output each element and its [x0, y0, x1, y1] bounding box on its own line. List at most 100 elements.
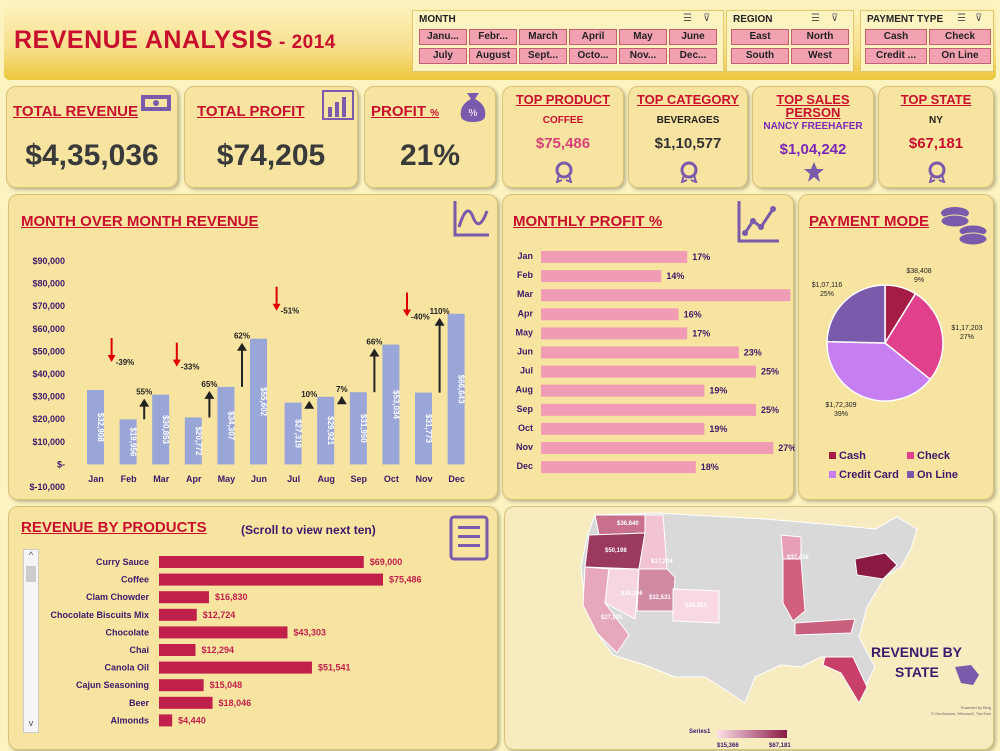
page-title: REVENUE ANALYSIS - 2014 [14, 26, 336, 54]
revenue-bar[interactable] [382, 344, 400, 465]
revenue-bar[interactable] [447, 313, 465, 465]
revenue-bar[interactable] [349, 392, 367, 465]
multi-select-icon[interactable]: ☰ [683, 13, 692, 24]
pie-slice[interactable] [826, 284, 886, 344]
profit-data-label: 23% [744, 348, 762, 358]
payment-chip[interactable]: Check [929, 29, 991, 45]
month-chip[interactable]: May [619, 29, 667, 45]
profit-bar[interactable] [541, 422, 705, 435]
profit-bar[interactable] [541, 365, 756, 378]
profit-bar[interactable] [541, 327, 688, 340]
payment-chip[interactable]: Credit ... [865, 48, 927, 64]
payment-chip[interactable]: Cash [865, 29, 927, 45]
month-chip[interactable]: Nov... [619, 48, 667, 64]
month-chip[interactable]: June [669, 29, 717, 45]
region-slicer: REGION ☰ ⊽ East North South West [726, 10, 854, 72]
clear-filter-icon[interactable]: ⊽ [975, 13, 983, 24]
scroll-thumb[interactable] [26, 566, 36, 582]
profit-bar[interactable] [541, 251, 688, 263]
product-bar[interactable] [159, 679, 204, 692]
clear-filter-icon[interactable]: ⊽ [703, 13, 711, 24]
region-chip[interactable]: West [791, 48, 849, 64]
revenue-bar[interactable] [87, 390, 104, 465]
profit-bar[interactable] [541, 442, 774, 454]
revenue-bar[interactable] [217, 386, 235, 465]
month-chip[interactable]: Dec... [669, 48, 717, 64]
mom-change-label: -33% [181, 363, 200, 372]
product-bar[interactable] [159, 626, 288, 639]
month-chip[interactable]: Febr... [469, 29, 517, 45]
top-card-label: TOP CATEGORY [636, 92, 740, 107]
product-value-label: $15,048 [210, 680, 243, 690]
month-chip[interactable]: July [419, 48, 467, 64]
state-value-label: $27,005 [601, 615, 623, 621]
revenue-bar[interactable] [119, 419, 137, 465]
product-bar[interactable] [159, 644, 196, 656]
map-credit-2: © GeoNames, Microsoft, TomTom [931, 711, 992, 716]
payment-mode-panel: PAYMENT MODE $38,408 9% $1,17,203 27% $1,72,… [798, 194, 994, 500]
pie-legend-label: Check [917, 450, 951, 462]
pie-slice[interactable] [884, 292, 944, 381]
pie-value-label: $38,408 [906, 268, 931, 275]
product-label: Clam Chowder [86, 592, 150, 602]
month-chip[interactable]: April [569, 29, 617, 45]
region-chip[interactable]: North [791, 29, 849, 45]
profit-bar[interactable] [541, 308, 679, 321]
scroll-down-icon[interactable]: v [28, 718, 34, 728]
x-tick-label: Sep [351, 474, 368, 484]
product-bar[interactable] [159, 556, 364, 568]
revenue-bar[interactable] [250, 338, 267, 465]
profit-bar[interactable] [541, 270, 662, 283]
map-legend-bar [717, 730, 787, 738]
month-chip[interactable]: March [519, 29, 567, 45]
multi-select-icon[interactable]: ☰ [957, 13, 966, 24]
product-bar[interactable] [159, 714, 173, 727]
product-bar[interactable] [159, 661, 312, 674]
multi-select-icon[interactable]: ☰ [811, 13, 820, 24]
product-bar[interactable] [159, 591, 209, 604]
region-chip[interactable]: South [731, 48, 789, 64]
profit-bar[interactable] [541, 403, 756, 416]
state-tennessee [794, 618, 856, 636]
product-bar[interactable] [159, 608, 197, 621]
x-tick-label: Jun [251, 474, 267, 484]
x-tick-label: Oct [384, 474, 399, 484]
month-chip[interactable]: Sept... [519, 48, 567, 64]
profit-bar[interactable] [541, 346, 739, 359]
region-slicer-title: REGION [733, 14, 773, 25]
state-wisconsin [780, 534, 802, 560]
up-arrow-head [336, 396, 347, 405]
revenue-bar[interactable] [317, 396, 335, 465]
clear-filter-icon[interactable]: ⊽ [831, 13, 839, 24]
product-bar[interactable] [159, 573, 383, 586]
state-value-label: $32,531 [649, 595, 671, 601]
month-chip[interactable]: August [469, 48, 517, 64]
medal-icon [928, 161, 946, 183]
lightbulb-icon [680, 161, 698, 183]
payment-chip[interactable]: On Line [929, 48, 991, 64]
profit-bar[interactable] [541, 289, 791, 302]
profit-bar[interactable] [541, 461, 696, 474]
us-state-map[interactable]: $36,840 $50,198 $17,204 $15,366 $32,531 $27,0… [505, 507, 995, 751]
mom-change-label: 10% [301, 390, 317, 399]
revenue-bar[interactable] [184, 417, 202, 465]
products-scrollbar[interactable]: ^ v [23, 549, 39, 733]
revenue-bar[interactable] [415, 392, 432, 465]
mom-revenue-panel: MONTH OVER MONTH REVENUE $-10,000 $- $10,0… [8, 194, 498, 500]
mom-change-label: 62% [234, 332, 250, 341]
region-chip[interactable]: East [731, 29, 789, 45]
y-tick-label: $30,000 [32, 392, 65, 402]
product-value-label: $12,724 [203, 610, 236, 620]
revenue-bar[interactable] [152, 394, 170, 465]
product-bar[interactable] [159, 696, 213, 709]
month-chip[interactable]: Janu... [419, 29, 467, 45]
month-chip[interactable]: Octo... [569, 48, 617, 64]
profit-bar[interactable] [541, 384, 705, 397]
top-card-sub: COFFEE [542, 115, 584, 126]
scroll-up-icon[interactable]: ^ [28, 550, 34, 560]
product-value-label: $16,830 [215, 592, 248, 602]
y-tick-label: $20,000 [32, 414, 65, 424]
revenue-by-products-panel: REVENUE BY PRODUCTS (Scroll to view next… [8, 506, 498, 750]
revenue-bar[interactable] [284, 402, 302, 465]
pie-slice[interactable] [826, 340, 932, 402]
